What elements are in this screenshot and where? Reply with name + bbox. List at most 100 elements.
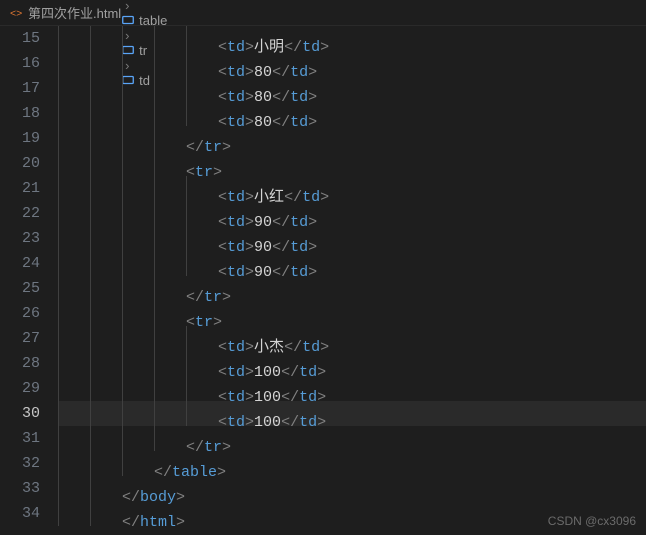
- indent-guide: [90, 301, 122, 326]
- token-tx: 80: [254, 114, 272, 131]
- line-number: 17: [0, 76, 40, 101]
- line-number-gutter: 1516171819202122232425262728293031323334: [0, 26, 58, 526]
- indent-guide: [154, 51, 186, 76]
- indent-guide: [122, 101, 154, 126]
- indent-guide: [58, 476, 90, 501]
- indent-guide: [186, 251, 218, 276]
- code-line[interactable]: <tr>: [58, 301, 646, 326]
- indent-guide: [58, 376, 90, 401]
- line-number: 26: [0, 301, 40, 326]
- indent-guide: [58, 276, 90, 301]
- line-number: 19: [0, 126, 40, 151]
- indent-guide: [122, 51, 154, 76]
- indent-guide: [58, 201, 90, 226]
- indent-guide: [122, 26, 154, 51]
- line-number: 23: [0, 226, 40, 251]
- line-number: 25: [0, 276, 40, 301]
- token-p: >: [320, 39, 329, 56]
- indent-guide: [154, 226, 186, 251]
- token-tg: html: [140, 514, 176, 531]
- code-line[interactable]: </tr>: [58, 426, 646, 451]
- indent-guide: [122, 351, 154, 376]
- code-line[interactable]: <td>80</td>: [58, 76, 646, 101]
- line-number: 20: [0, 151, 40, 176]
- token-p: >: [320, 189, 329, 206]
- indent-guide: [90, 26, 122, 51]
- indent-guide: [90, 201, 122, 226]
- token-p: </: [272, 114, 290, 131]
- code-line[interactable]: <tr>: [58, 151, 646, 176]
- code-line[interactable]: </tr>: [58, 126, 646, 151]
- indent-guide: [186, 376, 218, 401]
- line-number: 21: [0, 176, 40, 201]
- indent-guide: [90, 426, 122, 451]
- token-p: >: [317, 414, 326, 431]
- indent-guide: [90, 351, 122, 376]
- code-line[interactable]: <td>90</td>: [58, 201, 646, 226]
- indent-guide: [154, 151, 186, 176]
- token-p: >: [245, 264, 254, 281]
- code-line[interactable]: <td>小杰</td>: [58, 326, 646, 351]
- code-line[interactable]: </table>: [58, 451, 646, 476]
- indent-guide: [154, 176, 186, 201]
- indent-guide: [90, 151, 122, 176]
- indent-guide: [90, 451, 122, 476]
- code-line[interactable]: <td>90</td>: [58, 226, 646, 251]
- indent-guide: [58, 226, 90, 251]
- code-line[interactable]: <td>80</td>: [58, 101, 646, 126]
- code-line[interactable]: </tr>: [58, 276, 646, 301]
- indent-guide: [154, 426, 186, 451]
- token-tx: 100: [254, 414, 281, 431]
- indent-guide: [122, 426, 154, 451]
- line-number: 29: [0, 376, 40, 401]
- line-number: 24: [0, 251, 40, 276]
- code-editor[interactable]: 1516171819202122232425262728293031323334…: [0, 26, 646, 526]
- code-line[interactable]: <td>80</td>: [58, 51, 646, 76]
- indent-guide: [58, 76, 90, 101]
- file-icon: <>: [10, 6, 24, 20]
- indent-guide: [154, 276, 186, 301]
- code-line[interactable]: <td>100</td>: [58, 401, 646, 426]
- line-number: 31: [0, 426, 40, 451]
- indent-guide: [90, 476, 122, 501]
- token-p: </: [281, 414, 299, 431]
- indent-guide: [58, 451, 90, 476]
- token-p: >: [222, 139, 231, 156]
- indent-guide: [58, 251, 90, 276]
- watermark-text: CSDN @cx3096: [548, 514, 636, 528]
- svg-text:<>: <>: [10, 7, 22, 19]
- code-line[interactable]: <td>100</td>: [58, 351, 646, 376]
- indent-guide: [154, 351, 186, 376]
- indent-guide: [186, 76, 218, 101]
- indent-guide: [154, 251, 186, 276]
- code-area[interactable]: <td>小明</td><td>80</td><td>80</td><td>80<…: [58, 26, 646, 526]
- indent-guide: [154, 201, 186, 226]
- breadcrumb-file[interactable]: <> 第四次作业.html: [10, 3, 121, 22]
- indent-guide: [90, 101, 122, 126]
- indent-guide: [58, 326, 90, 351]
- line-number: 30: [0, 401, 40, 426]
- indent-guide: [122, 201, 154, 226]
- indent-guide: [122, 276, 154, 301]
- breadcrumb[interactable]: <> 第四次作业.html ›html›body›table›tr›td: [0, 0, 646, 26]
- indent-guide: [186, 401, 218, 426]
- indent-guide: [58, 501, 90, 526]
- code-line[interactable]: <td>小红</td>: [58, 176, 646, 201]
- code-line[interactable]: </body>: [58, 476, 646, 501]
- line-number: 16: [0, 51, 40, 76]
- indent-guide: [154, 376, 186, 401]
- indent-guide: [122, 226, 154, 251]
- indent-guide: [154, 301, 186, 326]
- indent-guide: [122, 76, 154, 101]
- code-line[interactable]: <td>小明</td>: [58, 26, 646, 51]
- indent-guide: [186, 226, 218, 251]
- token-p: >: [245, 114, 254, 131]
- indent-guide: [186, 326, 218, 351]
- code-line[interactable]: <td>90</td>: [58, 251, 646, 276]
- indent-guide: [154, 76, 186, 101]
- indent-guide: [90, 176, 122, 201]
- token-p: >: [176, 514, 185, 531]
- indent-guide: [58, 126, 90, 151]
- code-line[interactable]: <td>100</td>: [58, 376, 646, 401]
- token-p: >: [245, 414, 254, 431]
